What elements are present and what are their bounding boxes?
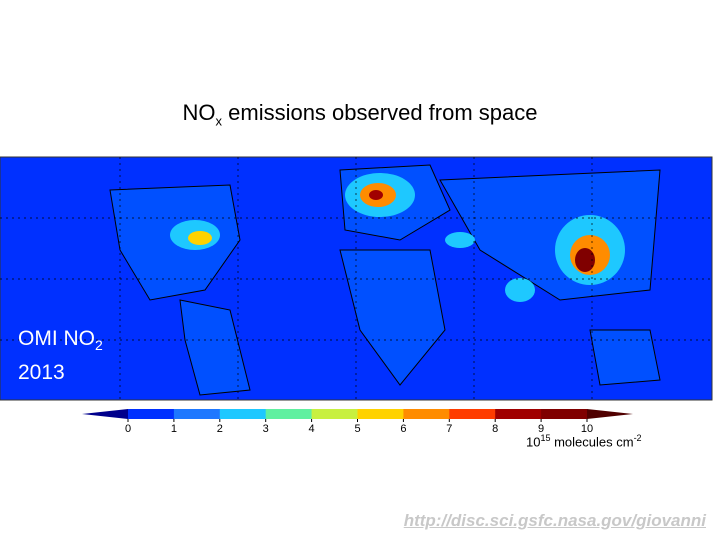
colorbar-tick-label: 4: [309, 423, 315, 435]
colorbar-tick-label: 3: [263, 423, 269, 435]
overlay-text: OMI NO: [18, 327, 95, 350]
title-subscript: x: [215, 113, 223, 129]
colorbar: 0 1 2 3 4 5 6 7 8 9 10: [82, 409, 633, 435]
colorbar-segment: [311, 409, 358, 419]
colorbar-tick-label: 1: [171, 423, 177, 435]
colorbar-segment: [495, 409, 542, 419]
colorbar-tick-label: 7: [446, 423, 452, 435]
map-features: [109, 164, 661, 396]
unit-exponent: 15: [540, 433, 551, 443]
colorbar-segment: [128, 409, 175, 419]
colorbar-unit: 1015 molecules cm-2: [526, 433, 642, 449]
colorbar-over: [587, 409, 633, 419]
unit-text: molecules cm: [550, 434, 634, 450]
overlay-subscript: 2: [95, 337, 103, 354]
colorbar-segment: [449, 409, 496, 419]
colorbar-segment: [265, 409, 313, 419]
overlay-year: 2013: [18, 361, 65, 385]
map-overlay-label: OMI NO2 2013: [18, 325, 103, 387]
map-graticule: [0, 157, 712, 400]
colorbar-segment: [403, 409, 450, 419]
colorbar-tick-label: 0: [125, 423, 131, 435]
colorbar-segment: [541, 409, 588, 419]
colorbar-tick-label: 9: [538, 423, 544, 435]
colorbar-segment: [219, 409, 267, 419]
colorbar-tick-label: 10: [581, 423, 593, 435]
title-text: NO: [182, 100, 216, 125]
colorbar-under: [82, 409, 128, 419]
colorbar-tick-label: 2: [217, 423, 223, 435]
unit-base: 10: [526, 434, 541, 450]
title-text: emissions observed from space: [222, 100, 538, 125]
source-link[interactable]: http://disc.sci.gsfc.nasa.gov/giovanni: [403, 511, 706, 530]
emission-hotspots: [170, 173, 625, 302]
colorbar-segment: [357, 409, 404, 419]
colorbar-tick-label: 5: [354, 423, 360, 435]
unit-exponent: -2: [633, 433, 642, 443]
colorbar-tick-label: 6: [400, 423, 406, 435]
colorbar-tick-label: 8: [492, 423, 498, 435]
slide-title: NOx emissions observed from space: [0, 100, 720, 128]
colorbar-segment: [173, 409, 221, 419]
